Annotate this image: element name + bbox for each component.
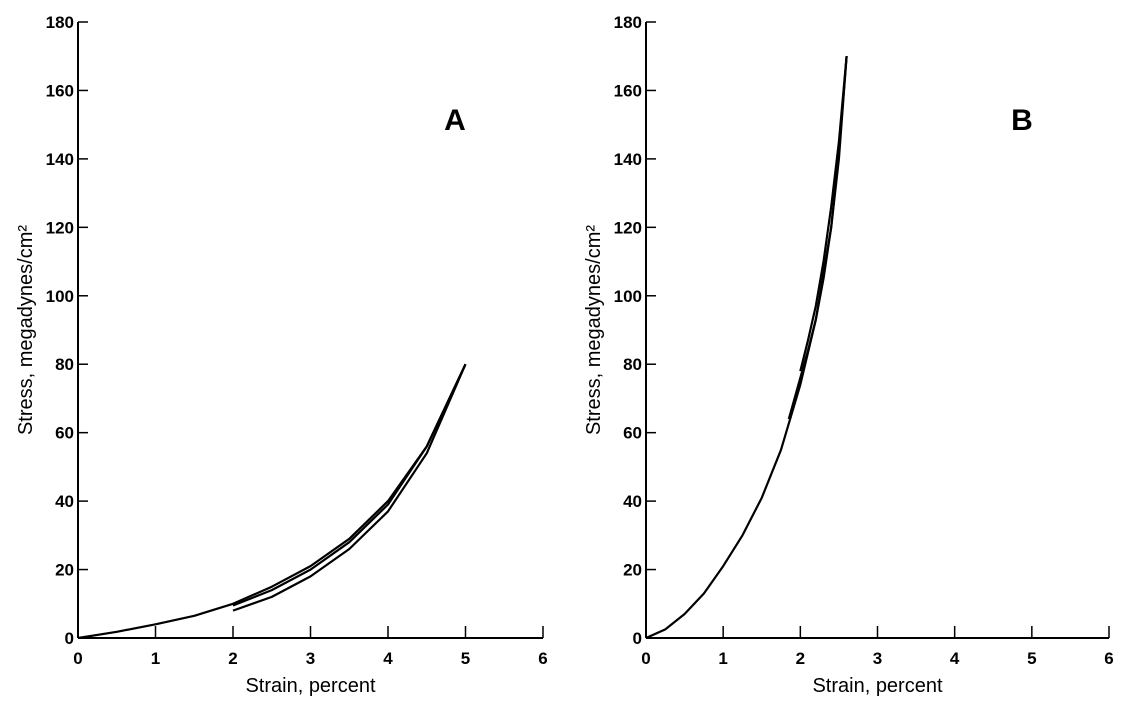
y-tick-label: 40 <box>623 492 642 511</box>
x-tick-label: 5 <box>461 649 470 668</box>
y-tick-label: 100 <box>614 287 642 306</box>
x-tick-label: 0 <box>73 649 82 668</box>
x-tick-label: 1 <box>718 649 727 668</box>
x-tick-label: 5 <box>1027 649 1036 668</box>
y-tick-label: 20 <box>623 561 642 580</box>
series-line-1 <box>645 56 848 640</box>
y-tick-label: 80 <box>55 355 74 374</box>
y-tick-label: 100 <box>46 287 74 306</box>
x-tick-label: 4 <box>383 649 393 668</box>
y-tick-label: 40 <box>55 492 74 511</box>
series-line-2 <box>787 56 848 420</box>
x-tick-label: 2 <box>228 649 237 668</box>
series-line-3 <box>232 363 467 607</box>
x-axis-label: Strain, percent <box>245 675 376 697</box>
y-tick-label: 60 <box>623 424 642 443</box>
series-line-3 <box>799 56 848 372</box>
y-tick-label: 20 <box>55 561 74 580</box>
x-tick-label: 0 <box>641 649 650 668</box>
y-tick-label: 140 <box>46 150 74 169</box>
x-tick-label: 6 <box>538 649 547 668</box>
series-line-1 <box>77 363 467 640</box>
panel-label: A <box>444 104 466 137</box>
x-tick-label: 1 <box>151 649 160 668</box>
y-tick-label: 0 <box>633 629 642 648</box>
y-tick-label: 0 <box>65 629 74 648</box>
x-tick-label: 6 <box>1104 649 1113 668</box>
y-tick-label: 160 <box>46 81 74 100</box>
y-tick-label: 180 <box>46 13 74 32</box>
series-line-2 <box>232 363 467 612</box>
x-tick-label: 2 <box>796 649 805 668</box>
y-axis-label: Stress, megadynes/cm² <box>583 225 605 435</box>
y-tick-label: 80 <box>623 355 642 374</box>
panel-label: B <box>1011 104 1033 137</box>
y-axis-label: Stress, megadynes/cm² <box>15 225 37 435</box>
x-tick-label: 3 <box>873 649 882 668</box>
x-tick-label: 3 <box>306 649 315 668</box>
y-tick-label: 180 <box>614 13 642 32</box>
y-tick-label: 120 <box>46 218 74 237</box>
x-axis-label: Strain, percent <box>812 675 943 697</box>
y-tick-label: 160 <box>614 81 642 100</box>
x-tick-label: 4 <box>950 649 960 668</box>
y-tick-label: 140 <box>614 150 642 169</box>
y-tick-label: 120 <box>614 218 642 237</box>
y-tick-label: 60 <box>55 424 74 443</box>
